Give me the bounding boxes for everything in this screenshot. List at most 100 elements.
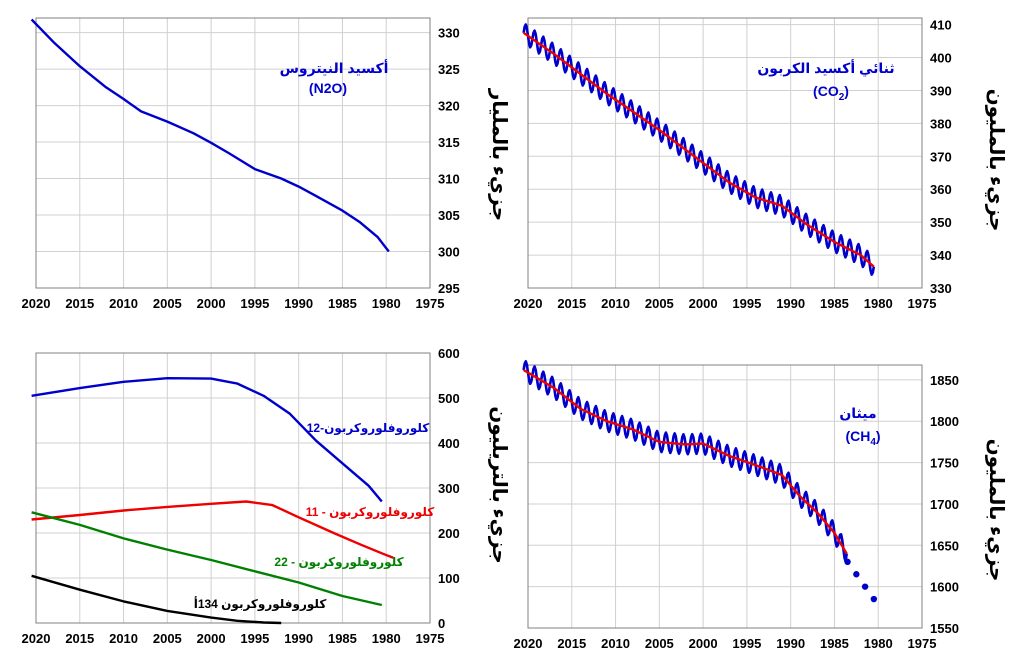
x-tick-label: 2005 [153, 296, 182, 311]
y-axis-label: جزيء بالمليار [487, 88, 510, 221]
x-tick-label: 2005 [645, 636, 674, 651]
chart-annotation: ميثان [839, 405, 876, 421]
x-tick-label: 2015 [557, 296, 586, 311]
y-tick-label: 315 [438, 135, 460, 150]
x-tick-label: 2020 [514, 636, 543, 651]
series-line [31, 511, 383, 607]
x-tick-label: 2020 [22, 631, 51, 646]
y-tick-label: 100 [438, 571, 460, 586]
y-tick-label: 350 [930, 215, 952, 230]
x-tick-label: 1980 [864, 636, 893, 651]
y-tick-label: 370 [930, 149, 952, 164]
y-tick-label: 295 [438, 281, 460, 296]
x-tick-label: 1995 [240, 631, 269, 646]
x-tick-label: 2015 [65, 296, 94, 311]
y-tick-label: 390 [930, 83, 952, 98]
y-tick-label: 330 [930, 281, 952, 296]
y-tick-label: 0 [438, 616, 445, 631]
series-line [522, 31, 875, 268]
x-tick-label: 1990 [776, 296, 805, 311]
x-tick-label: 1995 [240, 296, 269, 311]
x-tick-label: 2000 [197, 631, 226, 646]
x-tick-label: 1985 [328, 631, 357, 646]
y-tick-label: 400 [438, 436, 460, 451]
y-axis-label: جزيء بالمليون [984, 89, 1007, 232]
series-line [31, 377, 383, 503]
x-tick-label: 1990 [284, 296, 313, 311]
chart-annotation: كلوروفلوروكربون - 22 [274, 555, 403, 570]
y-tick-label: 330 [438, 26, 460, 41]
y-tick-label: 380 [930, 116, 952, 131]
x-tick-label: 2010 [601, 636, 630, 651]
x-tick-label: 2000 [689, 636, 718, 651]
y-tick-label: 1750 [930, 456, 959, 471]
series-line [522, 360, 848, 563]
x-tick-label: 1995 [732, 636, 761, 651]
data-point [844, 558, 851, 566]
x-tick-label: 2010 [109, 296, 138, 311]
y-tick-label: 600 [438, 346, 460, 361]
y-tick-label: 325 [438, 62, 460, 77]
x-tick-label: 1985 [328, 296, 357, 311]
chart-co2: 2020 2015 2010 2005 2000 1995 1990 1985 1980 1975… [514, 17, 1007, 311]
chart-annotation: (CH4) [845, 428, 880, 448]
series-line [522, 368, 848, 555]
chart-annotation: كلوروفلوروكربون 134أ [194, 596, 327, 612]
data-point [861, 583, 869, 590]
y-tick-label: 1700 [930, 497, 959, 512]
x-tick-label: 1995 [732, 296, 761, 311]
plot-frame [527, 364, 923, 629]
y-tick-label: 400 [930, 51, 952, 66]
chart-n2o: 2020 2015 2010 2005 2000 1995 1990 1985 1980 1975… [22, 17, 510, 311]
x-tick-label: 1975 [908, 296, 937, 311]
x-tick-label: 2005 [645, 296, 674, 311]
y-tick-label: 305 [438, 208, 460, 223]
chart-ch4: 2020 2015 2010 2005 2000 1995 1990 1985 1980 1975… [514, 360, 1007, 651]
y-tick-label: 300 [438, 481, 460, 496]
chart-annotation: كلوروفلوروكربون-12 [307, 421, 430, 436]
y-tick-label: 340 [930, 248, 952, 263]
x-tick-label: 1980 [372, 296, 401, 311]
y-tick-label: 410 [930, 18, 952, 33]
x-tick-label: 2015 [557, 636, 586, 651]
y-tick-label: 320 [438, 99, 460, 114]
x-tick-label: 1975 [416, 296, 445, 311]
y-tick-label: 200 [438, 526, 460, 541]
series-line [30, 18, 390, 253]
y-tick-label: 500 [438, 391, 460, 406]
chart-cfc: 2020 2015 2010 2005 2000 1995 1990 1985 1980 1975… [22, 346, 510, 646]
chart-annotation: (N2O) [309, 80, 347, 96]
x-tick-label: 1975 [416, 631, 445, 646]
chart-annotation: (CO2) [813, 83, 849, 103]
y-tick-label: 1800 [930, 414, 959, 429]
x-tick-label: 1985 [820, 296, 849, 311]
x-tick-label: 2015 [65, 631, 94, 646]
y-tick-label: 1600 [930, 580, 959, 595]
x-tick-label: 2010 [601, 296, 630, 311]
y-tick-label: 1650 [930, 538, 959, 553]
plot-frame [35, 352, 431, 624]
y-tick-label: 1550 [930, 621, 959, 636]
y-tick-label: 300 [438, 245, 460, 260]
x-tick-label: 2010 [109, 631, 138, 646]
plot-frame [527, 17, 923, 289]
chart-annotation: أكسيد النيتروس [280, 59, 389, 77]
x-tick-label: 1990 [284, 631, 313, 646]
x-tick-label: 2020 [22, 296, 51, 311]
plot-frame [35, 17, 431, 289]
x-tick-label: 1990 [776, 636, 805, 651]
x-tick-label: 1980 [864, 296, 893, 311]
y-tick-label: 1850 [930, 373, 959, 388]
series-line [31, 500, 394, 559]
x-tick-label: 2005 [153, 631, 182, 646]
y-axis-label: جزيء بالتريليون [487, 406, 510, 564]
x-tick-label: 2000 [689, 296, 718, 311]
x-tick-label: 2000 [197, 296, 226, 311]
x-tick-label: 1980 [372, 631, 401, 646]
y-axis-label: جزيء بالمليون [984, 439, 1007, 582]
x-tick-label: 1975 [908, 636, 937, 651]
series-line [31, 574, 282, 625]
x-tick-label: 2020 [514, 296, 543, 311]
data-point [853, 571, 860, 578]
